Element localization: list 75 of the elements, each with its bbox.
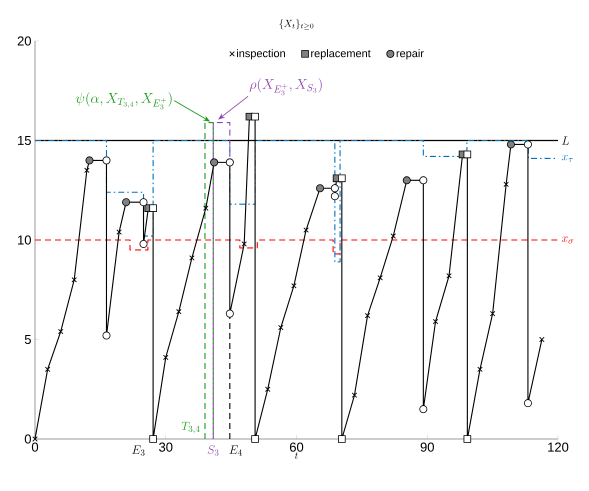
point: [278, 324, 284, 330]
y-tick-label: 10: [18, 235, 31, 245]
legend-label: replacement: [311, 49, 371, 60]
series-label: $x_\sigma$: [562, 236, 574, 244]
x-axis-title: $t$: [294, 452, 298, 459]
point: [503, 182, 509, 187]
point: [330, 192, 339, 200]
point: [226, 310, 234, 318]
point: [330, 184, 339, 192]
point: [251, 435, 259, 443]
y-tick-label: 5: [24, 334, 31, 344]
series-label: $x_\tau$: [562, 154, 573, 162]
point: [44, 366, 50, 372]
point: [364, 312, 370, 318]
point: [316, 184, 324, 192]
point: [176, 308, 182, 314]
chart-title: $\{X_t\}_{t\geq 0}$: [280, 19, 314, 30]
point: [210, 158, 218, 166]
point: [163, 354, 168, 360]
point: [352, 392, 358, 398]
annotation: $\psi(\alpha, X_{T_{3,4}}, X_{E_3^+})$: [76, 92, 172, 110]
x-tick-label: 90: [420, 442, 434, 452]
point: [464, 435, 472, 443]
point: [432, 318, 438, 324]
point: [226, 158, 234, 166]
series-label: $T_{3,4}$: [182, 422, 200, 434]
point: [303, 227, 309, 233]
y-tick-label: 0: [24, 434, 31, 444]
point: [140, 240, 148, 248]
point: [72, 277, 77, 283]
point: [149, 204, 157, 212]
point: [291, 283, 297, 288]
annotation: $\rho(X_{E_3^+}, X_{S_3})$: [250, 78, 322, 96]
point: [140, 198, 148, 206]
point: [419, 405, 428, 414]
point: [58, 328, 64, 334]
point: [477, 366, 483, 372]
x-tick-label: 0: [32, 442, 38, 452]
point: [241, 241, 247, 247]
x-tick-label: 120: [548, 442, 568, 452]
y-tick-label: 15: [18, 136, 31, 146]
point: [390, 233, 396, 239]
point: [506, 140, 515, 148]
point: [32, 436, 38, 442]
point: [149, 435, 157, 443]
point: [338, 174, 346, 182]
point: [122, 198, 130, 206]
point: [377, 275, 383, 281]
point: [524, 140, 532, 148]
point: [116, 229, 122, 235]
series-label: $S_3$: [208, 445, 219, 456]
x-tick-label: 30: [159, 442, 172, 452]
point: [265, 386, 270, 392]
point: [102, 332, 110, 340]
point: [539, 336, 545, 342]
x-tick-label: 60: [290, 442, 304, 452]
point: [402, 176, 411, 184]
point: [84, 168, 90, 174]
annotation: $E_4$: [229, 446, 242, 456]
point: [85, 156, 94, 164]
point: [102, 156, 110, 164]
text: $E_3$: [132, 446, 145, 456]
legend-label: inspection: [237, 49, 285, 60]
point: [338, 435, 346, 443]
y-tick-label: 20: [18, 36, 31, 46]
point: [464, 150, 472, 158]
point: [251, 112, 259, 120]
point: [419, 176, 428, 184]
ref-line-label: $L$: [562, 136, 570, 145]
point: [446, 273, 452, 279]
point: [490, 310, 496, 316]
point: [524, 399, 532, 408]
point: [189, 255, 195, 261]
legend-label: repair: [396, 49, 424, 60]
point: [203, 205, 209, 211]
